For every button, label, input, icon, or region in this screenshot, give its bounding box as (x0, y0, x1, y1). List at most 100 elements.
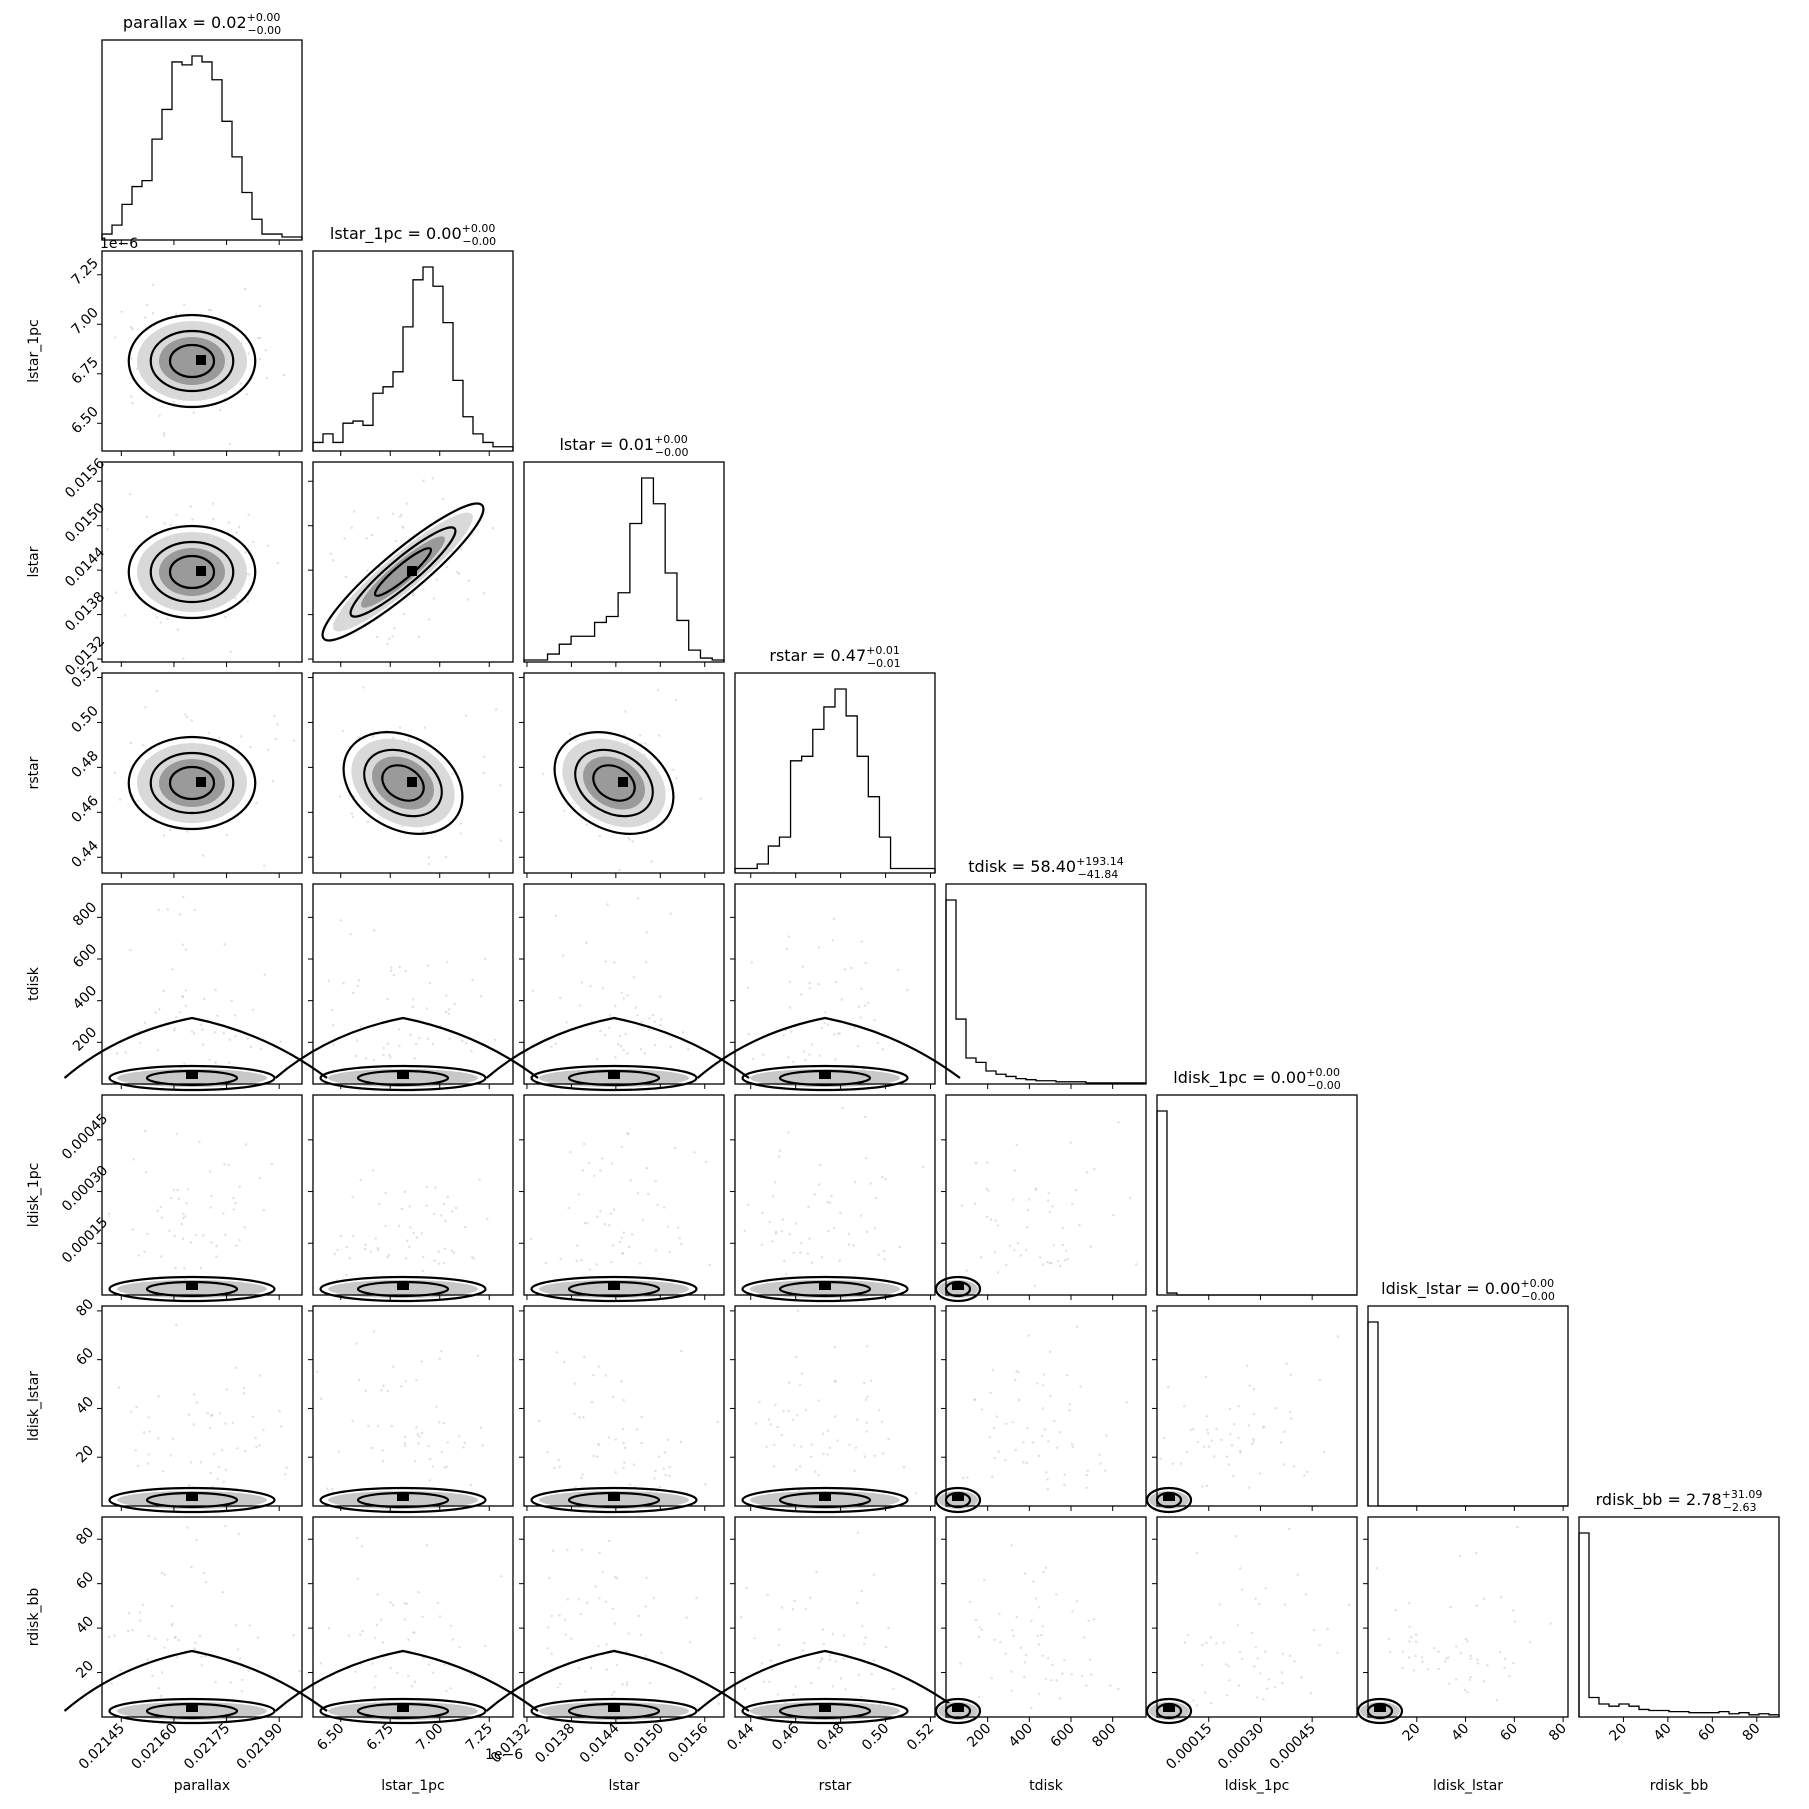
panel-frame (312, 1516, 514, 1718)
x-tick-label-rdisk_bb: 80 (1740, 1721, 1764, 1745)
x-axis-label-ldisk_lstar: ldisk_lstar (1433, 1778, 1503, 1794)
x-tick-label-lstar_1pc: 6.75 (364, 1721, 397, 1754)
x-tick-label-parallax: 0.02175 (181, 1721, 233, 1773)
y-tick-label-rstar: 0.44 (68, 838, 101, 871)
y-tick-label-ldisk_1pc: 0.00045 (59, 1111, 111, 1163)
panel-frame (101, 39, 303, 241)
panel-lstar-vs-tdisk (485, 883, 750, 1092)
hist-panel-rstar: rstar = 0.47+0.01 −0.01 (734, 644, 936, 878)
y-tick-label-rdisk_bb: 80 (73, 1524, 97, 1548)
x-tick-label-lstar: 0.0144 (577, 1720, 623, 1766)
panel-lstar-vs-ldisk_1pc (519, 1094, 725, 1303)
y-offset-label: 1e−6 (100, 236, 138, 252)
y-tick-label-lstar_1pc: 6.50 (68, 404, 101, 437)
x-tick-label-tdisk: 200 (964, 1721, 994, 1751)
y-tick-label-rdisk_bb: 40 (73, 1613, 97, 1637)
panel-parallax-vs-ldisk_lstar: 20 40 60 80 (73, 1296, 303, 1514)
x-tick-label-tdisk: 400 (1006, 1721, 1036, 1751)
panel-ldisk_1pc-vs-ldisk_lstar (1145, 1305, 1358, 1514)
panel-frame (101, 1516, 303, 1718)
x-tick-label-ldisk_lstar: 80 (1546, 1721, 1570, 1745)
title-rstar: rstar = 0.47+0.01 −0.01 (769, 644, 900, 670)
x-tick-label-ldisk_1pc: 0.00045 (1267, 1721, 1319, 1773)
hist-panel-lstar_1pc: lstar_1pc = 0.00+0.00 −0.00 (312, 222, 514, 456)
panel-tdisk-vs-rdisk_bb: 200 400 600 800 (934, 1516, 1147, 1751)
histogram-tdisk (945, 899, 1147, 1084)
y-tick-label-ldisk_1pc: 0.00015 (59, 1214, 111, 1266)
y-tick-label-rstar: 0.50 (68, 703, 101, 736)
x-tick-label-rstar: 0.52 (904, 1721, 937, 1754)
panel-frame (734, 1305, 936, 1507)
panel-ldisk_1pc-vs-rdisk_bb: 0.00015 0.00030 0.00045 (1145, 1516, 1358, 1773)
x-axis-label-lstar: lstar (608, 1778, 639, 1794)
panel-frame (312, 250, 514, 452)
y-tick-label-lstar: 0.0156 (62, 455, 108, 501)
y-tick-label-tdisk: 400 (70, 983, 100, 1013)
hist-panel-parallax: parallax = 0.02+0.00 −0.00 (101, 11, 303, 245)
panel-lstar-vs-rstar (519, 672, 725, 878)
x-tick-label-lstar: 0.0156 (666, 1720, 712, 1766)
panel-frame (101, 1094, 303, 1296)
y-axis-label-ldisk_lstar: ldisk_lstar (26, 1371, 42, 1441)
x-tick-label-lstar_1pc: 6.50 (314, 1721, 347, 1754)
x-tick-label-rstar: 0.48 (814, 1721, 847, 1754)
x-tick-label-lstar: 0.0138 (532, 1721, 578, 1767)
panel-frame (945, 1094, 1147, 1296)
histogram-parallax (101, 55, 303, 240)
x-tick-label-tdisk: 800 (1089, 1721, 1119, 1751)
y-tick-label-lstar: 0.0138 (62, 589, 108, 635)
histogram-rstar (734, 688, 936, 873)
x-tick-label-rdisk_bb: 40 (1651, 1721, 1675, 1745)
panel-frame (523, 1516, 725, 1718)
histogram-ldisk_1pc (1156, 1110, 1357, 1296)
x-axis-label-parallax: parallax (174, 1778, 230, 1794)
x-tick-label-rstar: 0.50 (859, 1721, 892, 1754)
title-ldisk_1pc: ldisk_1pc = 0.00+0.00 −0.00 (1173, 1066, 1340, 1092)
panel-frame (734, 1094, 936, 1296)
x-tick-label-ldisk_lstar: 40 (1448, 1721, 1472, 1745)
x-tick-label-lstar: 0.0150 (621, 1721, 667, 1767)
panel-parallax-vs-lstar_1pc: 6.50 6.75 7.00 7.25 (68, 250, 303, 456)
panel-frame (523, 1094, 725, 1296)
hist-panel-ldisk_lstar: ldisk_lstar = 0.00+0.00 −0.00 (1367, 1277, 1569, 1511)
y-tick-label-ldisk_lstar: 80 (73, 1296, 97, 1320)
y-tick-label-rstar: 0.48 (68, 748, 101, 781)
y-tick-label-tdisk: 200 (70, 1024, 100, 1054)
y-tick-label-lstar: 0.0150 (62, 500, 108, 546)
hist-panel-ldisk_1pc: ldisk_1pc = 0.00+0.00 −0.00 (1156, 1066, 1358, 1300)
panel-frame (734, 1516, 936, 1718)
y-tick-label-ldisk_lstar: 40 (73, 1394, 97, 1418)
y-tick-label-ldisk_1pc: 0.00030 (59, 1163, 111, 1215)
y-axis-label-lstar_1pc: lstar_1pc (26, 319, 42, 383)
panel-frame (734, 672, 936, 874)
panel-lstar-vs-ldisk_lstar (519, 1305, 725, 1514)
x-axis-label-rdisk_bb: rdisk_bb (1650, 1778, 1709, 1794)
panel-frame (945, 883, 1147, 1085)
x-tick-label-rstar: 0.44 (724, 1720, 757, 1753)
histogram-lstar (523, 477, 725, 662)
panel-frame (101, 672, 303, 874)
panel-frame (312, 883, 514, 1085)
panel-frame (945, 1516, 1147, 1718)
panel-frame (312, 461, 514, 663)
panel-frame (101, 883, 303, 1085)
y-tick-label-rstar: 0.46 (68, 793, 101, 826)
panel-tdisk-vs-ldisk_lstar (934, 1305, 1147, 1514)
x-axis-label-tdisk: tdisk (1029, 1778, 1064, 1794)
x-tick-label-rdisk_bb: 60 (1695, 1721, 1719, 1745)
x-tick-label-tdisk: 600 (1048, 1721, 1078, 1751)
title-ldisk_lstar: ldisk_lstar = 0.00+0.00 −0.00 (1381, 1277, 1555, 1303)
x-offset-label: 1e−6 (485, 1747, 523, 1763)
hist-panel-tdisk: tdisk = 58.40+193.14 −41.84 (945, 855, 1147, 1089)
panel-frame (312, 1094, 514, 1296)
panel-frame (101, 1305, 303, 1507)
x-axis-label-ldisk_1pc: ldisk_1pc (1225, 1778, 1290, 1794)
panel-rstar-vs-tdisk (696, 883, 961, 1092)
panel-lstar_1pc-vs-lstar (308, 461, 514, 667)
hist-panel-rdisk_bb: rdisk_bb = 2.78+31.09 −2.63 20 40 60 80 (1578, 1488, 1780, 1745)
title-lstar_1pc: lstar_1pc = 0.00+0.00 −0.00 (330, 222, 496, 248)
